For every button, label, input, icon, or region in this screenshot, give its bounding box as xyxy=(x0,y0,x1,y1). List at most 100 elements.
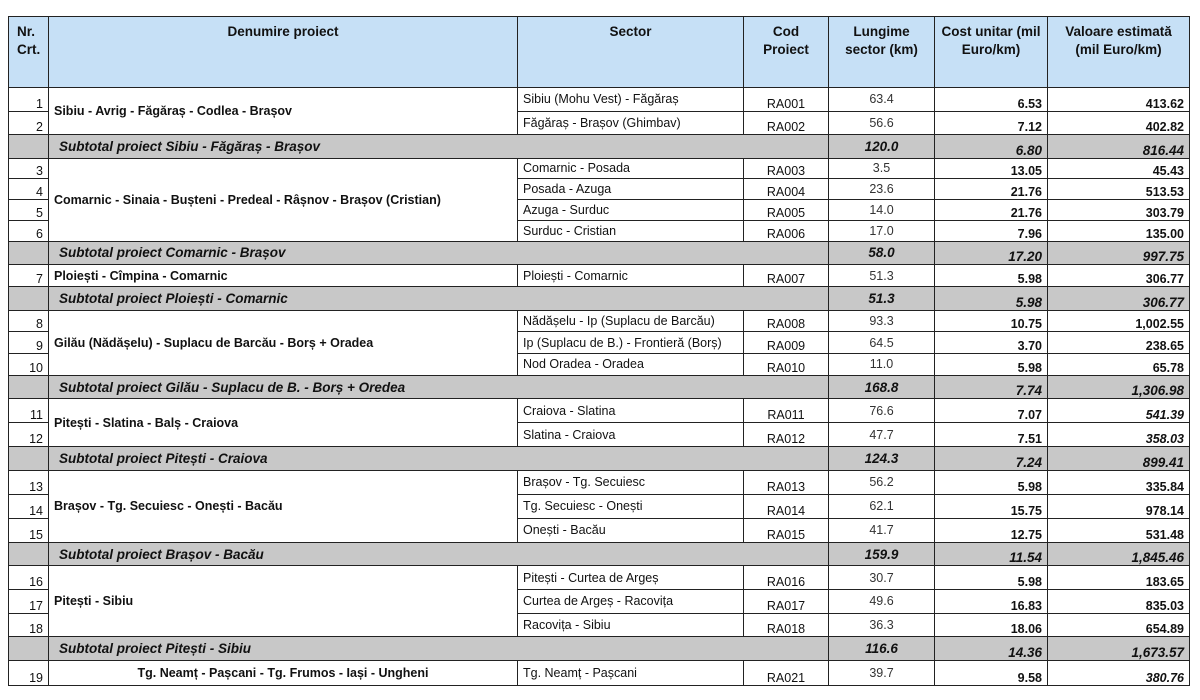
project-code: RA011 xyxy=(743,398,829,424)
project-code: RA008 xyxy=(743,309,829,333)
sector-name: Tg. Secuiesc - Onești xyxy=(517,493,744,519)
subtotal-row: Subtotal proiect Ploiești - Comarnic 51.3… xyxy=(8,286,1190,311)
subtotal-length: 168.8 xyxy=(828,374,935,400)
sector-length: 47.7 xyxy=(828,422,935,448)
table-row: 10 Nod Oradea - Oradea RA010 11.0 5.98 65.78 xyxy=(8,353,1190,376)
subtotal-row: Subtotal proiect Brașov - Bacău 159.9 11.5… xyxy=(8,541,1190,567)
estimated-value: 402.82 xyxy=(1047,110,1190,135)
unit-cost: 7.51 xyxy=(934,422,1048,448)
project-code: RA009 xyxy=(743,331,829,355)
sector-name: Ploiești - Comarnic xyxy=(517,264,744,288)
subtotal-length: 159.9 xyxy=(828,541,935,567)
project-code: RA006 xyxy=(743,219,829,242)
header-sector: Sector xyxy=(517,16,744,88)
table-row: 17 Curtea de Argeș - Racovița RA017 49.6 16.… xyxy=(8,588,1190,614)
project-code: RA012 xyxy=(743,422,829,448)
row-number: 2 xyxy=(8,110,49,135)
project-code: RA010 xyxy=(743,353,829,376)
subtotal-cost: 17.20 xyxy=(934,240,1048,266)
row-number: 4 xyxy=(8,178,49,201)
header-cost: Cost unitar (mil Euro/km) xyxy=(934,16,1048,88)
estimated-value: 541.39 xyxy=(1047,398,1190,424)
row-number: 12 xyxy=(8,422,49,448)
row-number: 16 xyxy=(8,565,49,590)
row-number: 6 xyxy=(8,219,49,242)
subtotal-value: 306.77 xyxy=(1047,286,1190,311)
project-name: Brașov - Tg. Secuiesc - Onești - Bacău xyxy=(48,469,518,543)
sector-name: Comarnic - Posada xyxy=(517,157,744,180)
project-code: RA016 xyxy=(743,565,829,590)
unit-cost: 10.75 xyxy=(934,309,1048,333)
unit-cost: 7.96 xyxy=(934,219,1048,242)
row-number: 15 xyxy=(8,517,49,543)
header-length: Lungime sector (km) xyxy=(828,16,935,88)
subtotal-cost: 6.80 xyxy=(934,134,1048,159)
row-number: 7 xyxy=(8,264,49,288)
sector-length: 11.0 xyxy=(828,353,935,376)
unit-cost: 12.75 xyxy=(934,517,1048,543)
project-code: RA003 xyxy=(743,157,829,180)
subtotal-label: Subtotal proiect Ploiești - Comarnic xyxy=(48,286,829,311)
estimated-value: 303.79 xyxy=(1047,199,1190,221)
subtotal-length: 51.3 xyxy=(828,286,935,311)
project-code: RA018 xyxy=(743,612,829,638)
estimated-value: 978.14 xyxy=(1047,493,1190,519)
sector-name: Posada - Azuga xyxy=(517,178,744,201)
row-number: 5 xyxy=(8,199,49,221)
unit-cost: 9.58 xyxy=(934,659,1048,686)
table-row: 9 Ip (Suplacu de B.) - Frontieră (Borș) RA… xyxy=(8,331,1190,355)
project-code: RA013 xyxy=(743,469,829,495)
table-row: 13 Brașov - Tg. Secuiesc - Onești - Bacău… xyxy=(8,469,1190,543)
subtotal-label: Subtotal proiect Pitești - Craiova xyxy=(48,446,829,471)
subtotal-row: Subtotal proiect Pitești - Sibiu 116.6 14.… xyxy=(8,636,1190,661)
estimated-value: 65.78 xyxy=(1047,353,1190,376)
sector-length: 93.3 xyxy=(828,309,935,333)
sector-length: 3.5 xyxy=(828,157,935,180)
sector-name: Racovița - Sibiu xyxy=(517,612,744,638)
sector-length: 41.7 xyxy=(828,517,935,543)
sector-name: Surduc - Cristian xyxy=(517,219,744,242)
unit-cost: 3.70 xyxy=(934,331,1048,355)
sector-name: Curtea de Argeș - Racovița xyxy=(517,588,744,614)
project-code: RA007 xyxy=(743,264,829,288)
subtotal-number-empty xyxy=(8,541,49,567)
subtotal-number-empty xyxy=(8,636,49,661)
subtotal-cost: 5.98 xyxy=(934,286,1048,311)
subtotal-value: 816.44 xyxy=(1047,134,1190,159)
estimated-value: 358.03 xyxy=(1047,422,1190,448)
table-row: 6 Surduc - Cristian RA006 17.0 7.96 135.00 xyxy=(8,219,1190,242)
subtotal-cost: 7.74 xyxy=(934,374,1048,400)
row-number: 1 xyxy=(8,87,49,112)
estimated-value: 135.00 xyxy=(1047,219,1190,242)
sector-length: 64.5 xyxy=(828,331,935,355)
sector-name: Sibiu (Mohu Vest) - Făgăraș xyxy=(517,87,744,112)
estimated-value: 45.43 xyxy=(1047,157,1190,180)
unit-cost: 21.76 xyxy=(934,199,1048,221)
subtotal-label: Subtotal proiect Comarnic - Brașov xyxy=(48,240,829,266)
table-row: 11 Pitești - Slatina - Balș - Craiova Crai… xyxy=(8,398,1190,448)
row-number: 10 xyxy=(8,353,49,376)
sector-length: 14.0 xyxy=(828,199,935,221)
subtotal-length: 120.0 xyxy=(828,134,935,159)
sector-length: 23.6 xyxy=(828,178,935,201)
row-number: 3 xyxy=(8,157,49,180)
unit-cost: 13.05 xyxy=(934,157,1048,180)
estimated-value: 335.84 xyxy=(1047,469,1190,495)
project-code: RA017 xyxy=(743,588,829,614)
row-number: 18 xyxy=(8,612,49,638)
table-row: 8 Gilău (Nădășelu) - Suplacu de Barcău - … xyxy=(8,309,1190,376)
table-row: 14 Tg. Secuiesc - Onești RA014 62.1 15.75 978… xyxy=(8,493,1190,519)
sector-name: Ip (Suplacu de B.) - Frontieră (Borș) xyxy=(517,331,744,355)
subtotal-length: 58.0 xyxy=(828,240,935,266)
project-code: RA001 xyxy=(743,87,829,112)
estimated-value: 835.03 xyxy=(1047,588,1190,614)
unit-cost: 5.98 xyxy=(934,353,1048,376)
subtotal-value: 997.75 xyxy=(1047,240,1190,266)
subtotal-label: Subtotal proiect Brașov - Bacău xyxy=(48,541,829,567)
header-project: Denumire proiect xyxy=(48,16,518,88)
subtotal-value: 1,673.57 xyxy=(1047,636,1190,661)
estimated-value: 654.89 xyxy=(1047,612,1190,638)
project-cost-table: Nr. Crt. Denumire proiect Sector Cod Pro… xyxy=(8,16,1190,686)
table-row: 19 Tg. Neamț - Pașcani - Tg. Frumos - Iaș… xyxy=(8,659,1190,686)
subtotal-row: Subtotal proiect Sibiu - Făgăraș - Brașo… xyxy=(8,134,1190,159)
